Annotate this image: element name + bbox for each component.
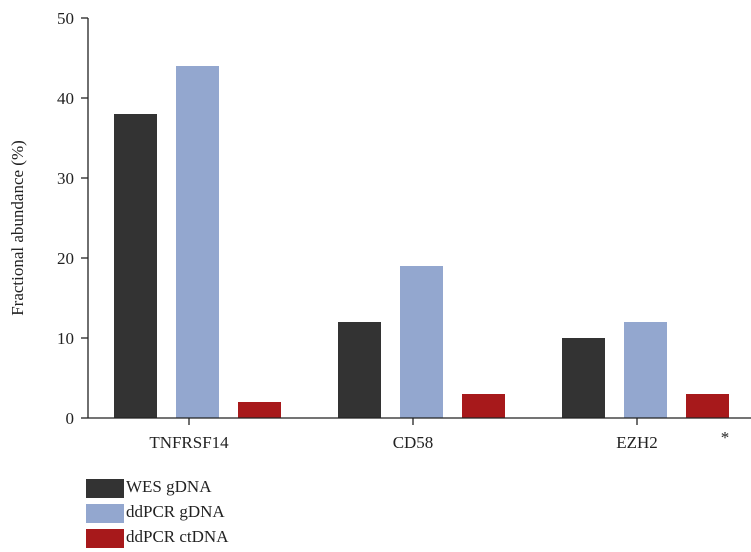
x-ticks-group: TNFRSF14 CD58 EZH2: [149, 418, 658, 452]
y-tick-label: 50: [57, 9, 74, 28]
bar-ddpcr-gdna-cd58: [400, 266, 443, 418]
legend-swatch-ddpcr-gdna: [86, 504, 124, 523]
y-tick-label: 20: [57, 249, 74, 268]
bar-wes-gdna-tnfrsf14: [114, 114, 157, 418]
y-tick-label: 40: [57, 89, 74, 108]
y-tick-label: 0: [66, 409, 75, 428]
annotation-asterisk: *: [721, 428, 730, 447]
legend-swatch-wes-gdna: [86, 479, 124, 498]
annotations-group: *: [721, 428, 730, 447]
x-tick-label-ezh2: EZH2: [616, 433, 658, 452]
bar-wes-gdna-ezh2: [562, 338, 605, 418]
y-axis-title: Fractional abundance (%): [8, 140, 27, 316]
bar-ddpcr-gdna-tnfrsf14: [176, 66, 219, 418]
legend-label-ddpcr-gdna: ddPCR gDNA: [126, 502, 225, 521]
bar-ddpcr-gdna-ezh2: [624, 322, 667, 418]
bar-ddpcr-ctdna-cd58: [462, 394, 505, 418]
legend-swatch-ddpcr-ctdna: [86, 529, 124, 548]
bar-ddpcr-ctdna-tnfrsf14: [238, 402, 281, 418]
x-tick-label-cd58: CD58: [393, 433, 434, 452]
legend-label-ddpcr-ctdna: ddPCR ctDNA: [126, 527, 229, 546]
legend-label-wes-gdna: WES gDNA: [126, 477, 212, 496]
x-tick-label-tnfrsf14: TNFRSF14: [149, 433, 229, 452]
bar-ddpcr-ctdna-ezh2: [686, 394, 729, 418]
y-tick-label: 10: [57, 329, 74, 348]
bars-group: [114, 66, 729, 418]
y-tick-label: 30: [57, 169, 74, 188]
y-ticks-group: 0 10 20 30 40 50: [57, 9, 88, 428]
bar-wes-gdna-cd58: [338, 322, 381, 418]
bar-chart: 0 10 20 30 40 50 TNFRSF14 CD58 EZH2 * Fractiona…: [8, 9, 751, 452]
